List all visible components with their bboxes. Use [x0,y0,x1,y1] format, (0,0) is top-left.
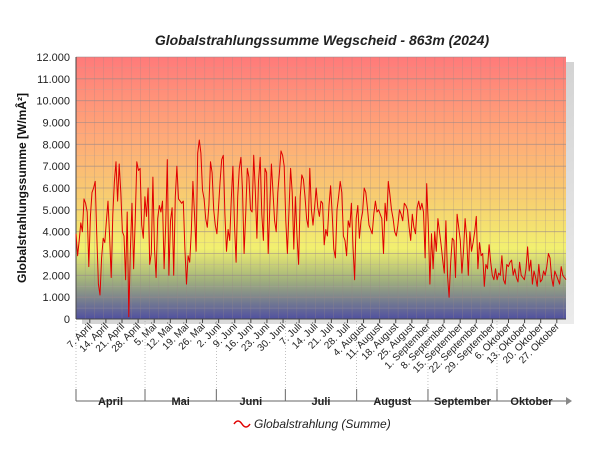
month-label: Oktober [510,396,553,408]
month-label: August [373,396,411,408]
month-label: April [98,396,123,408]
y-tick-label: 1.000 [42,292,70,304]
y-tick-label: 0 [64,314,70,326]
month-label: Juni [240,396,263,408]
y-tick-label: 10.000 [36,96,70,108]
month-label: September [434,396,492,408]
month-label: Mai [171,396,189,408]
series-line [75,139,567,318]
chart-title: Globalstrahlungssumme Wegscheid - 863m (… [155,32,490,48]
month-axis-arrow [566,397,572,405]
y-tick-label: 7.000 [42,161,70,173]
y-axis-label: Globalstrahlungssumme [W/mÂ²] [14,93,29,283]
y-tick-label: 9.000 [42,118,70,130]
grid [75,56,566,320]
legend-label: Globalstrahlung (Summe) [254,417,391,431]
y-tick-label: 8.000 [42,139,70,151]
y-tick-label: 4.000 [42,227,70,239]
month-axis: April Mai Juni Juli August September Oktober [75,321,572,408]
y-ticks: 0 1.000 2.000 3.000 4.000 5.000 6.000 7.000 8.00… [36,52,70,326]
y-tick-label: 6.000 [42,183,70,195]
y-tick-label: 11.000 [37,74,70,86]
y-tick-label: 3.000 [42,249,70,261]
month-label: Juli [312,396,331,408]
y-tick-label: 12.000 [36,52,70,64]
legend: Globalstrahlung (Summe) [233,417,391,431]
series [75,139,567,318]
y-tick-label: 2.000 [42,270,70,282]
y-tick-label: 5.000 [42,205,70,217]
legend-line-icon [233,420,251,428]
